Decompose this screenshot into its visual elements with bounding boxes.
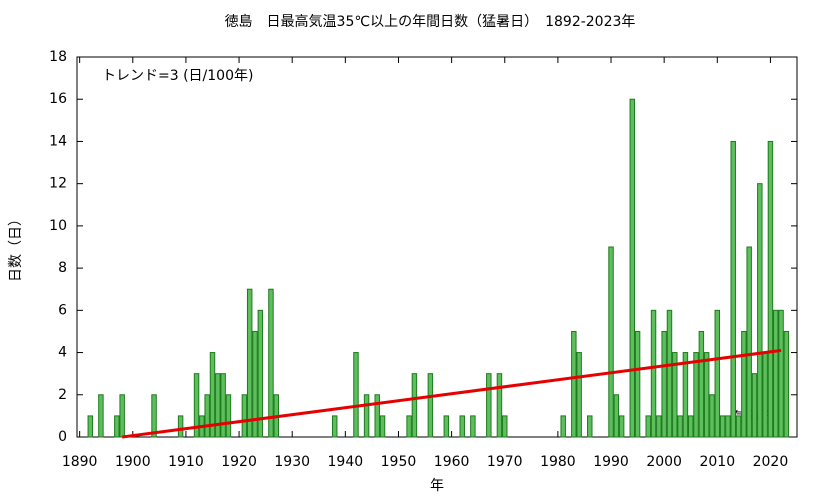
y-tick-label: 14: [49, 133, 67, 149]
bar: [486, 373, 492, 438]
bar: [746, 246, 752, 438]
x-tick-label: 2000: [646, 454, 682, 470]
bar: [672, 352, 678, 438]
x-tick-label: 1920: [221, 454, 257, 470]
y-axis-label: 日数（日）: [8, 212, 24, 282]
bar: [225, 394, 232, 438]
bar: [757, 183, 763, 438]
bar: [741, 330, 747, 438]
bar: [767, 140, 774, 438]
bar: [119, 394, 125, 438]
bar: [98, 394, 104, 438]
y-tick-label: 12: [49, 176, 67, 192]
bar: [443, 415, 450, 438]
bar: [613, 394, 620, 438]
bar: [331, 415, 338, 438]
chart-title: 徳島 日最高気温35℃以上の年間日数（猛暑日） 1892-2023年: [225, 13, 636, 30]
x-tick-label: 1890: [62, 454, 98, 470]
bar: [374, 394, 380, 438]
bar: [576, 352, 582, 438]
bar: [687, 415, 694, 438]
y-tick-label: 18: [49, 49, 67, 65]
y-tick-label: 2: [58, 387, 67, 403]
bar: [560, 415, 566, 438]
bar: [193, 373, 200, 438]
bar: [268, 288, 274, 438]
bar: [725, 415, 731, 438]
x-tick-label: 1960: [434, 454, 470, 470]
bar: [215, 373, 221, 438]
x-tick-label: 1900: [115, 454, 151, 470]
y-tick-label: 4: [58, 345, 67, 361]
bar: [618, 415, 625, 438]
bar: [778, 309, 784, 438]
bar: [682, 352, 689, 438]
trend-line: [121, 348, 782, 439]
bar: [719, 415, 726, 438]
bar: [220, 373, 226, 438]
x-tick-label: 2020: [753, 454, 789, 470]
bar: [661, 330, 667, 438]
bar: [459, 415, 465, 438]
x-tick-label: 1970: [487, 454, 523, 470]
bar: [246, 288, 253, 438]
bar: [87, 415, 94, 438]
bar: [709, 394, 715, 438]
bar: [693, 352, 699, 438]
bar: [571, 330, 577, 438]
bar: [470, 415, 476, 438]
trend-annotation: トレンド=3 (日/100年): [102, 68, 253, 84]
bar: [634, 330, 641, 438]
bar: [252, 330, 258, 438]
bar: [730, 140, 736, 438]
bar: [666, 309, 673, 438]
bar: [587, 415, 593, 438]
bar: [411, 373, 418, 438]
plot-frame: [76, 56, 798, 438]
x-tick-label: 1990: [593, 454, 629, 470]
x-tick-label: 1950: [381, 454, 417, 470]
x-tick-label: 1980: [540, 454, 576, 470]
bar: [751, 373, 758, 438]
bar: [656, 415, 662, 438]
bar: [353, 352, 359, 438]
bar: [209, 352, 216, 438]
bar: [773, 309, 779, 438]
bar: [151, 394, 157, 438]
bar: [379, 415, 386, 438]
bar: [735, 415, 742, 438]
y-tick-label: 6: [58, 302, 67, 318]
bar: [608, 246, 614, 438]
bar: [703, 352, 710, 438]
bar: [629, 98, 636, 438]
bar: [496, 373, 503, 438]
x-tick-label: 1910: [168, 454, 204, 470]
bar: [677, 415, 683, 438]
bar: [257, 309, 264, 438]
x-axis-label: 年: [430, 478, 444, 494]
bar: [427, 373, 434, 438]
bar: [241, 394, 248, 438]
y-tick-label: 16: [49, 91, 67, 107]
bar: [783, 330, 790, 438]
x-tick-label: 1940: [328, 454, 364, 470]
x-tick-label: 1930: [274, 454, 310, 470]
y-tick-label: 10: [49, 218, 67, 234]
y-tick-label: 0: [58, 429, 67, 445]
bar: [698, 330, 705, 438]
bar: [762, 352, 768, 438]
x-tick-label: 2010: [699, 454, 735, 470]
bar: [650, 309, 657, 438]
bar: [177, 415, 184, 438]
y-tick-label: 8: [58, 260, 67, 276]
bar: [363, 394, 370, 438]
bar: [714, 309, 721, 438]
bar: [502, 415, 508, 438]
bar: [645, 415, 651, 438]
bar: [406, 415, 412, 438]
bar: [204, 394, 210, 438]
bar: [114, 415, 120, 438]
